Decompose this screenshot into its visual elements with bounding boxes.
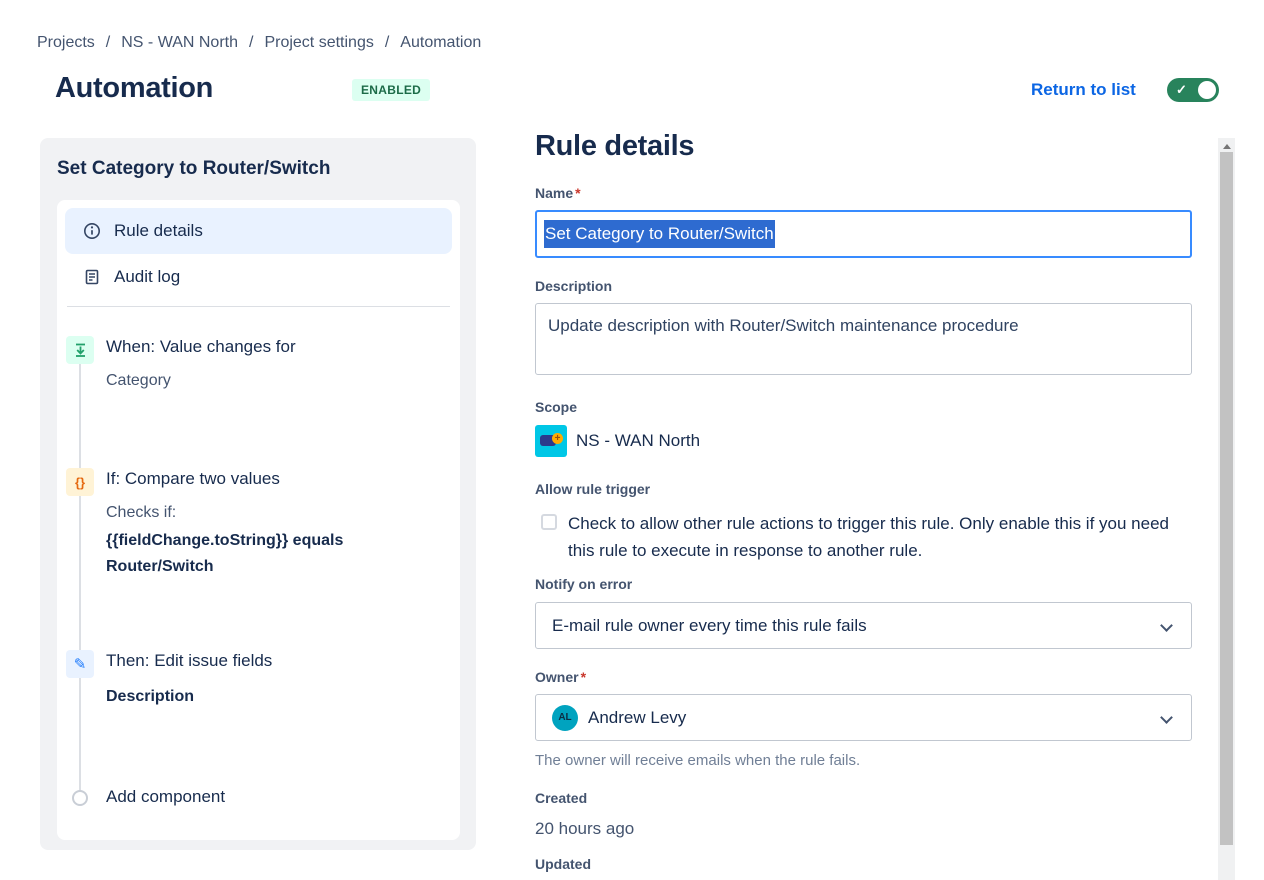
sidebar-item-label: Rule details: [114, 221, 203, 240]
project-avatar-plus: +: [552, 433, 563, 444]
condition-expression: {{fieldChange.toString}} equals Router/S…: [106, 532, 344, 575]
notify-on-error-label: Notify on error: [535, 576, 633, 592]
breadcrumb: Projects / NS - WAN North / Project sett…: [37, 34, 481, 52]
condition-detail-prefix: Checks if:: [106, 504, 177, 521]
allow-rule-trigger-checkbox[interactable]: [541, 514, 557, 530]
owner-label-text: Owner: [535, 669, 579, 685]
breadcrumb-separator: /: [249, 34, 254, 51]
owner-select[interactable]: AL Andrew Levy: [535, 694, 1192, 741]
rule-name-title: Set Category to Router/Switch: [57, 158, 331, 179]
scope-project-name: NS - WAN North: [576, 431, 701, 450]
scrollbar-up-button[interactable]: [1218, 138, 1235, 154]
add-component-circle-icon: [72, 790, 88, 806]
name-input-selected-text: Set Category to Router/Switch: [544, 220, 775, 248]
created-label: Created: [535, 790, 588, 806]
condition-icon: {}: [66, 468, 94, 496]
breadcrumb-separator: /: [384, 34, 390, 51]
created-value: 20 hours ago: [535, 819, 635, 838]
scope-row: + NS - WAN North: [535, 425, 1192, 457]
toggle-check-icon: ✓: [1176, 82, 1187, 97]
owner-value: Andrew Levy: [588, 707, 687, 727]
breadcrumb-projects[interactable]: Projects: [37, 34, 95, 51]
trigger-icon: [66, 336, 94, 364]
breadcrumb-separator: /: [105, 34, 111, 51]
return-to-list-link[interactable]: Return to list: [1031, 80, 1136, 99]
status-badge: ENABLED: [352, 79, 431, 101]
allow-rule-trigger-label: Allow rule trigger: [535, 481, 651, 497]
sidebar-item-rule-details[interactable]: Rule details: [65, 208, 452, 254]
name-label-text: Name: [535, 185, 574, 201]
rule-enabled-toggle[interactable]: ✓: [1167, 78, 1219, 102]
scope-label: Scope: [535, 399, 578, 415]
rule-sidebar-card: Rule details Audit log: [57, 200, 460, 840]
project-avatar-battery: [540, 435, 556, 446]
chevron-down-icon: [1160, 619, 1173, 632]
description-label: Description: [535, 278, 613, 294]
sidebar-divider: [67, 306, 450, 307]
rule-sidebar: Set Category to Router/Switch Rule detai…: [40, 138, 476, 850]
updated-label: Updated: [535, 856, 591, 872]
action-title[interactable]: Then: Edit issue fields: [106, 651, 273, 670]
owner-helper-text: The owner will receive emails when the r…: [535, 752, 861, 769]
action-field: Description: [106, 688, 195, 705]
allow-rule-trigger-text: Check to allow other rule actions to tri…: [568, 514, 1169, 560]
toggle-knob: [1198, 81, 1216, 99]
vertical-scrollbar: [1218, 138, 1235, 880]
add-component-label[interactable]: Add component: [106, 787, 226, 806]
description-input[interactable]: Update description with Router/Switch ma…: [535, 303, 1192, 375]
page-title: Automation: [55, 72, 214, 104]
required-marker: *: [575, 185, 581, 201]
scrollbar-thumb[interactable]: [1220, 152, 1233, 845]
chevron-down-icon: [1160, 711, 1173, 724]
timeline-connector: [79, 340, 81, 798]
breadcrumb-project-settings[interactable]: Project settings: [264, 34, 374, 51]
sidebar-item-label: Audit log: [114, 267, 181, 286]
owner-avatar: AL: [552, 704, 578, 731]
allow-rule-trigger-row: Check to allow other rule actions to tri…: [535, 510, 1192, 564]
rule-timeline: When: Value changes for Category {} If: …: [66, 300, 460, 840]
info-icon: [84, 223, 100, 239]
breadcrumb-project[interactable]: NS - WAN North: [121, 34, 238, 51]
rule-details-panel: Rule details Name * Set Category to Route…: [535, 130, 1192, 872]
name-label: Name *: [535, 185, 1192, 201]
project-avatar-icon: +: [535, 425, 567, 457]
trigger-title[interactable]: When: Value changes for: [106, 337, 296, 356]
owner-label: Owner *: [535, 669, 1192, 685]
trigger-detail: Category: [106, 372, 171, 389]
breadcrumb-automation[interactable]: Automation: [400, 34, 482, 51]
notify-on-error-select[interactable]: E-mail rule owner every time this rule f…: [535, 602, 1192, 649]
panel-heading: Rule details: [535, 130, 695, 162]
required-marker: *: [580, 669, 587, 685]
edit-pencil-icon: ✎: [66, 650, 94, 678]
name-input[interactable]: Set Category to Router/Switch: [535, 210, 1192, 258]
sidebar-item-audit-log[interactable]: Audit log: [65, 254, 452, 300]
audit-log-icon: [85, 269, 99, 285]
notify-on-error-value: E-mail rule owner every time this rule f…: [552, 615, 867, 635]
scroll-up-arrow-icon: [1222, 143, 1231, 149]
condition-title[interactable]: If: Compare two values: [106, 469, 280, 488]
